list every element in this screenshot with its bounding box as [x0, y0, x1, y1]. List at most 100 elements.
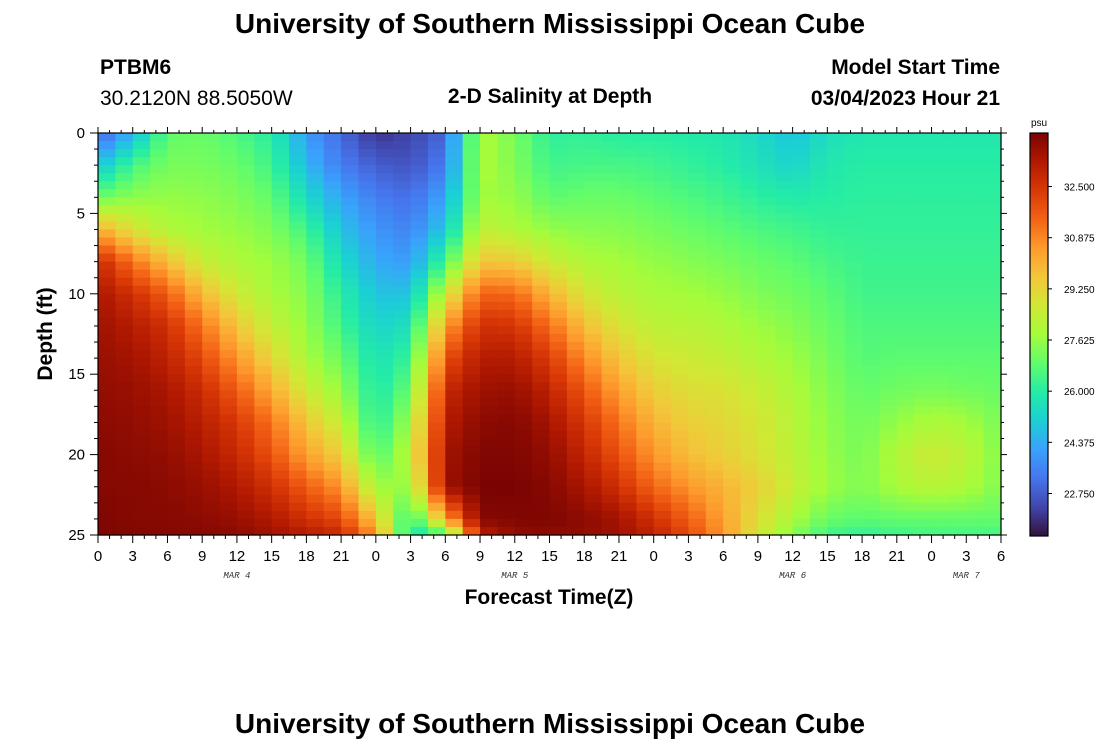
- heatmap-cell: [705, 189, 724, 198]
- heatmap-cell: [323, 141, 342, 150]
- heatmap-cell: [948, 446, 967, 456]
- heatmap-cell: [150, 229, 169, 239]
- heatmap-cell: [983, 269, 1002, 279]
- heatmap-cell: [427, 526, 446, 536]
- heatmap-cell: [636, 285, 655, 295]
- heatmap-cell: [427, 277, 446, 287]
- heatmap-cell: [792, 478, 811, 488]
- heatmap-cell: [584, 430, 603, 440]
- heatmap-cell: [514, 229, 533, 239]
- heatmap-cell: [862, 478, 881, 488]
- heatmap-cell: [653, 141, 672, 150]
- heatmap-cell: [827, 293, 846, 303]
- heatmap-cell: [323, 486, 342, 496]
- heatmap-cell: [896, 390, 915, 399]
- heatmap-cell: [636, 149, 655, 158]
- heatmap-cell: [289, 486, 307, 496]
- colorbar-tick-label: 26.000: [1064, 387, 1095, 398]
- heatmap-cell: [410, 197, 429, 206]
- heatmap-cell: [375, 261, 394, 271]
- heatmap-cell: [202, 285, 221, 295]
- heatmap-cell: [723, 165, 742, 174]
- heatmap-cell: [98, 221, 116, 231]
- heatmap-cell: [532, 253, 551, 263]
- heatmap-cell: [566, 510, 585, 520]
- heatmap-cell: [115, 165, 134, 174]
- heatmap-cell: [601, 422, 620, 432]
- heatmap-cell: [792, 285, 811, 295]
- heatmap-cell: [723, 309, 742, 319]
- heatmap-cell: [202, 141, 221, 150]
- heatmap-cell: [132, 309, 151, 319]
- heatmap-cell: [740, 173, 759, 182]
- heatmap-cell: [723, 293, 742, 303]
- heatmap-cell: [653, 293, 672, 303]
- heatmap-cell: [375, 221, 394, 231]
- heatmap-cell: [618, 334, 637, 343]
- heatmap-cell: [983, 245, 1002, 255]
- heatmap-cell: [809, 510, 828, 520]
- heatmap-cell: [219, 221, 238, 231]
- heatmap-cell: [132, 189, 151, 198]
- heatmap-cell: [862, 245, 881, 255]
- heatmap-cell: [757, 277, 776, 287]
- heatmap-cell: [879, 478, 898, 488]
- x-tick-label: 21: [888, 548, 905, 565]
- heatmap-cell: [306, 406, 325, 415]
- heatmap-cell: [323, 470, 342, 480]
- heatmap-cell: [254, 478, 273, 488]
- heatmap-cell: [115, 173, 134, 182]
- heatmap-cell: [514, 390, 533, 399]
- heatmap-cell: [514, 245, 533, 255]
- heatmap-cell: [497, 141, 516, 150]
- heatmap-cell: [844, 366, 863, 375]
- heatmap-cell: [150, 478, 169, 488]
- heatmap-cell: [375, 454, 394, 464]
- heatmap-cell: [914, 518, 933, 528]
- heatmap-cell: [827, 406, 846, 415]
- heatmap-cell: [271, 350, 290, 359]
- heatmap-cell: [393, 470, 412, 480]
- heatmap-cell: [914, 374, 933, 383]
- model-start-value: 03/04/2023 Hour 21: [810, 87, 1000, 110]
- heatmap-cell: [410, 317, 429, 327]
- heatmap-cell: [896, 221, 915, 231]
- heatmap-cell: [896, 374, 915, 383]
- heatmap-cell: [375, 285, 394, 295]
- heatmap-cell: [167, 518, 186, 528]
- heatmap-cell: [480, 342, 499, 351]
- heatmap-cell: [757, 309, 776, 319]
- heatmap-cell: [827, 245, 846, 255]
- heatmap-cell: [705, 446, 724, 456]
- heatmap-cell: [289, 261, 307, 271]
- heatmap-cell: [497, 229, 516, 239]
- heatmap-cell: [375, 518, 394, 528]
- heatmap-cell: [514, 518, 533, 528]
- heatmap-cell: [445, 494, 464, 504]
- x-tick-label: 9: [754, 548, 762, 565]
- heatmap-cell: [948, 502, 967, 512]
- heatmap-cell: [427, 253, 446, 263]
- heatmap-cell: [202, 438, 221, 448]
- heatmap-cell: [757, 165, 776, 174]
- x-tick-label: 12: [784, 548, 801, 565]
- heatmap-cell: [306, 398, 325, 407]
- heatmap-cell: [653, 390, 672, 399]
- heatmap-cell: [983, 157, 1002, 166]
- heatmap-cell: [341, 518, 360, 528]
- heatmap-cell: [167, 189, 186, 198]
- heatmap-cell: [132, 494, 151, 504]
- heatmap-cell: [236, 422, 255, 432]
- heatmap-cell: [341, 502, 360, 512]
- heatmap-cell: [983, 229, 1002, 239]
- heatmap-cell: [236, 253, 255, 263]
- heatmap-cell: [150, 317, 169, 327]
- heatmap-cell: [549, 237, 568, 247]
- heatmap-cell: [983, 141, 1002, 150]
- heatmap-cell: [966, 253, 985, 263]
- heatmap-cell: [98, 334, 116, 343]
- heatmap-cell: [167, 382, 186, 391]
- heatmap-cell: [219, 229, 238, 239]
- heatmap-cell: [896, 406, 915, 415]
- heatmap-cell: [323, 205, 342, 214]
